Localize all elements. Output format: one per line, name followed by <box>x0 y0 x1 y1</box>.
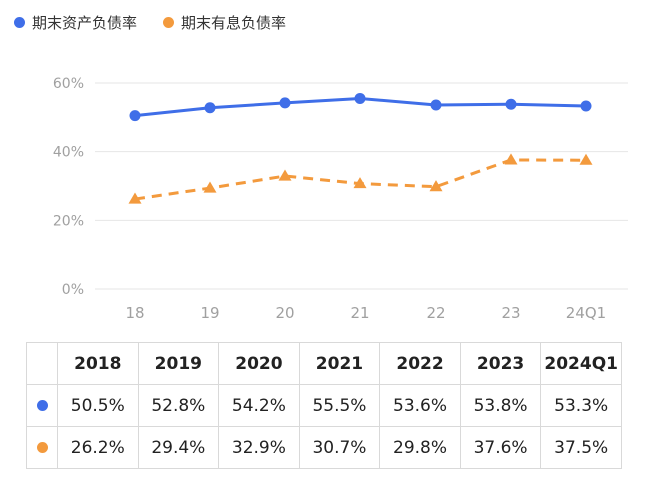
data-point <box>353 177 367 189</box>
data-point <box>505 98 517 110</box>
legend-item-series2: 期末有息负债率 <box>163 12 286 33</box>
table-value-cell: 53.8% <box>459 384 542 427</box>
table-row-marker-cell <box>26 384 58 427</box>
data-point <box>580 100 592 112</box>
data-point <box>204 102 216 114</box>
table-year-cell: 2022 <box>379 342 461 385</box>
table-year-cell: 2024Q1 <box>540 342 622 385</box>
legend-label-series1: 期末资产负债率 <box>32 14 138 32</box>
y-tick-label: 40% <box>53 145 84 161</box>
table-year-cell: 2019 <box>137 342 220 385</box>
series1-marker-icon <box>36 399 48 411</box>
y-tick-label: 60% <box>53 76 84 92</box>
table-year-cell: 2020 <box>218 342 300 385</box>
table-year-cell: 2021 <box>298 342 381 385</box>
table-value-cell: 53.6% <box>379 384 461 427</box>
table-value-cell: 37.6% <box>459 426 542 469</box>
data-point <box>279 97 291 109</box>
x-tick-label: 23 <box>501 304 520 322</box>
series2-marker-icon <box>36 441 48 453</box>
table-value-cell: 30.7% <box>298 426 381 469</box>
y-tick-label: 20% <box>53 213 84 229</box>
table-value-cell: 55.5% <box>298 384 381 427</box>
data-point <box>203 181 217 193</box>
table-value-cell: 37.5% <box>540 426 622 469</box>
table-value-cell: 29.4% <box>137 426 220 469</box>
table-header-row: 2018 2019 2020 2021 2022 2023 2024Q1 <box>26 342 622 385</box>
table-value-cell: 26.2% <box>57 426 139 469</box>
table-value-cell: 50.5% <box>57 384 139 427</box>
y-tick-label: 0% <box>62 282 84 298</box>
table-value-cell: 54.2% <box>218 384 300 427</box>
legend-marker-series2 <box>163 17 175 28</box>
table-value-cell: 29.8% <box>379 426 461 469</box>
data-point <box>278 169 292 181</box>
table-year-cell: 2023 <box>459 342 542 385</box>
x-tick-label: 19 <box>200 304 219 322</box>
data-point <box>129 110 141 122</box>
legend-marker-series1 <box>14 17 25 28</box>
data-point <box>128 192 142 204</box>
x-tick-label: 20 <box>275 304 294 322</box>
data-point <box>429 180 443 192</box>
x-tick-label: 21 <box>350 304 369 322</box>
x-tick-label: 18 <box>125 304 144 322</box>
data-point <box>430 99 442 111</box>
table-row-series1: 50.5% 52.8% 54.2% 55.5% 53.6% 53.8% 53.3… <box>26 384 622 427</box>
table-value-cell: 32.9% <box>218 426 300 469</box>
line-chart: 0% 20% 40% 60% 18 19 20 21 22 23 24Q1 <box>53 76 628 322</box>
table-value-cell: 52.8% <box>137 384 220 427</box>
table-row-marker-cell <box>26 426 58 469</box>
legend-item-series1: 期末资产负债率 <box>14 12 137 33</box>
table-year-cell: 2018 <box>57 342 139 385</box>
x-tick-label: 22 <box>426 304 445 322</box>
table-corner-cell <box>26 342 58 385</box>
data-point <box>354 92 366 104</box>
table-value-cell: 53.3% <box>540 384 622 427</box>
legend-label-series2: 期末有息负债率 <box>181 14 287 32</box>
chart-legend: 期末资产负债率 期末有息负债率 <box>14 12 286 33</box>
data-point <box>579 153 593 165</box>
data-point <box>504 153 518 165</box>
data-table: 2018 2019 2020 2021 2022 2023 2024Q1 50.… <box>26 342 622 469</box>
table-row-series2: 26.2% 29.4% 32.9% 30.7% 29.8% 37.6% 37.5… <box>26 426 622 469</box>
x-tick-label: 24Q1 <box>566 304 606 322</box>
